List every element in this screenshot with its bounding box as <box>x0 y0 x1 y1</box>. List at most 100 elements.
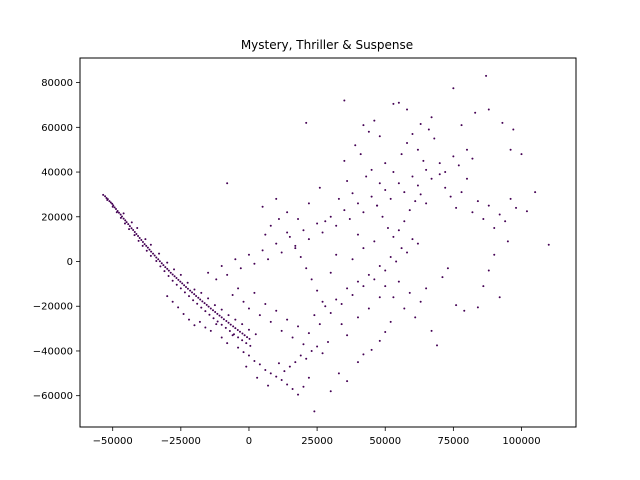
data-point <box>362 124 365 127</box>
data-point <box>280 329 283 332</box>
y-tick-label: 0 <box>67 257 73 268</box>
data-point <box>446 267 449 270</box>
data-point <box>286 211 289 214</box>
data-point <box>297 393 300 396</box>
x-tick-label: −50000 <box>93 436 133 447</box>
data-point <box>305 121 308 124</box>
data-point <box>150 250 153 253</box>
data-point <box>430 329 433 332</box>
data-point <box>162 264 165 267</box>
data-point <box>534 191 537 194</box>
data-point <box>171 300 174 303</box>
data-point <box>457 164 460 167</box>
data-point <box>373 240 376 243</box>
data-point <box>205 303 208 306</box>
data-point <box>346 380 349 383</box>
data-point <box>384 285 387 288</box>
data-point <box>392 235 395 238</box>
data-point <box>123 222 126 225</box>
data-point <box>305 357 308 360</box>
data-point <box>231 334 234 337</box>
data-point <box>414 316 417 319</box>
data-point <box>213 304 216 307</box>
data-point <box>291 387 294 390</box>
data-point <box>227 314 230 317</box>
data-point <box>335 253 338 256</box>
data-point <box>182 313 185 316</box>
data-point <box>307 332 310 335</box>
data-point <box>188 295 191 298</box>
data-point <box>188 318 191 321</box>
data-point <box>455 206 458 209</box>
data-point <box>130 227 133 230</box>
data-point <box>452 155 455 158</box>
data-point <box>356 233 359 236</box>
data-point <box>321 300 324 303</box>
data-point <box>181 282 184 285</box>
data-point <box>438 162 441 165</box>
data-point <box>229 323 232 326</box>
data-point <box>155 260 158 263</box>
data-point <box>141 241 144 244</box>
data-point <box>179 287 182 290</box>
data-point <box>384 162 387 165</box>
data-point <box>307 238 310 241</box>
data-point <box>226 342 229 345</box>
data-point <box>277 218 280 221</box>
data-point <box>215 278 218 281</box>
data-point <box>411 238 414 241</box>
data-point <box>433 137 436 140</box>
data-point <box>299 256 302 259</box>
data-point <box>356 361 359 364</box>
data-point <box>370 195 373 198</box>
data-point <box>179 273 182 276</box>
data-point <box>234 258 237 261</box>
data-point <box>253 291 256 294</box>
data-point <box>297 325 300 328</box>
data-point <box>267 258 270 261</box>
data-point <box>125 221 128 224</box>
data-point <box>186 281 189 284</box>
data-point <box>128 228 131 231</box>
data-point <box>102 193 105 196</box>
data-point <box>234 327 237 330</box>
data-point <box>340 323 343 326</box>
data-point <box>232 333 235 336</box>
data-point <box>307 202 310 205</box>
data-point <box>275 242 278 245</box>
data-point <box>321 231 324 234</box>
data-point <box>397 101 400 104</box>
data-point <box>245 342 248 345</box>
data-point <box>425 287 428 290</box>
data-point <box>247 253 250 256</box>
data-point <box>122 217 125 220</box>
data-point <box>367 273 370 276</box>
plot-frame <box>79 57 577 428</box>
data-point <box>362 247 365 250</box>
data-point <box>138 237 141 240</box>
data-point <box>158 252 161 255</box>
data-point <box>209 307 212 310</box>
data-point <box>159 265 162 268</box>
data-point <box>343 209 346 212</box>
data-point <box>485 74 488 77</box>
y-axis: −60000 −40000 −20000 0 20000 40000 60000 80000 <box>33 78 80 402</box>
data-point <box>220 336 223 339</box>
data-point <box>547 243 550 246</box>
data-point <box>261 205 264 208</box>
data-point <box>243 334 246 337</box>
data-point <box>192 299 195 302</box>
data-point <box>245 365 248 368</box>
data-point <box>163 270 166 273</box>
data-point <box>318 323 321 326</box>
data-point <box>211 309 214 312</box>
data-point <box>220 316 223 319</box>
data-point <box>506 240 509 243</box>
data-point <box>389 256 392 259</box>
y-tick-label: 40000 <box>41 168 73 179</box>
data-point <box>179 280 182 283</box>
data-point <box>455 304 458 307</box>
data-point <box>226 182 229 185</box>
data-point <box>246 336 249 339</box>
data-point <box>104 195 107 198</box>
